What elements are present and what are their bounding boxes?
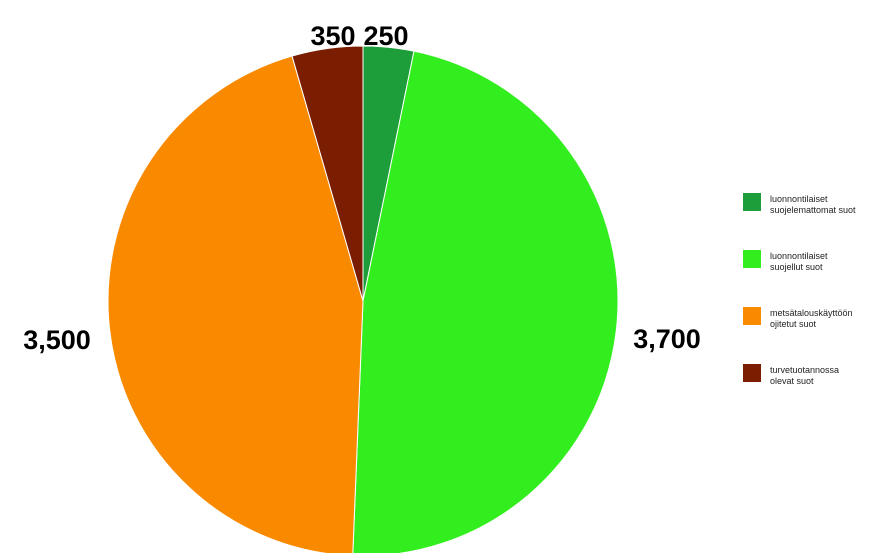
legend-swatch [743,193,761,211]
legend-label: olevat suot [770,376,814,386]
legend-label: turvetuotannossa [770,365,839,375]
pie-slice-turvetuotannossa-olevat-suot [291,45,364,302]
legend-label: metsätalouskäyttöön [770,308,853,318]
legend-label: luonnontilaiset [770,251,828,261]
pie-slice-metsätalouskäyttöön-ojitetut-suot [107,55,364,553]
data-label-turvetuotannossa-olevat-suot: 350 [310,21,355,51]
legend-swatch [743,307,761,325]
legend-label: suojelemattomat suot [770,205,856,215]
data-labels: 250 3,700 3,500 350 [23,21,701,355]
legend-swatch [743,250,761,268]
pie-slices [107,45,619,553]
data-label-luonnontilaiset-suojellut-suot: 3,700 [633,324,701,354]
data-label-metsätalouskäyttöön-ojitetut-suot: 3,500 [23,325,91,355]
legend-swatch [743,364,761,382]
legend-label: luonnontilaiset [770,194,828,204]
data-label-luonnontilaiset-suojelemattomat-suot: 250 [363,21,408,51]
legend-label: suojellut suot [770,262,823,272]
legend-label: ojitetut suot [770,319,817,329]
pie-slice-luonnontilaiset-suojellut-suot [352,50,619,553]
